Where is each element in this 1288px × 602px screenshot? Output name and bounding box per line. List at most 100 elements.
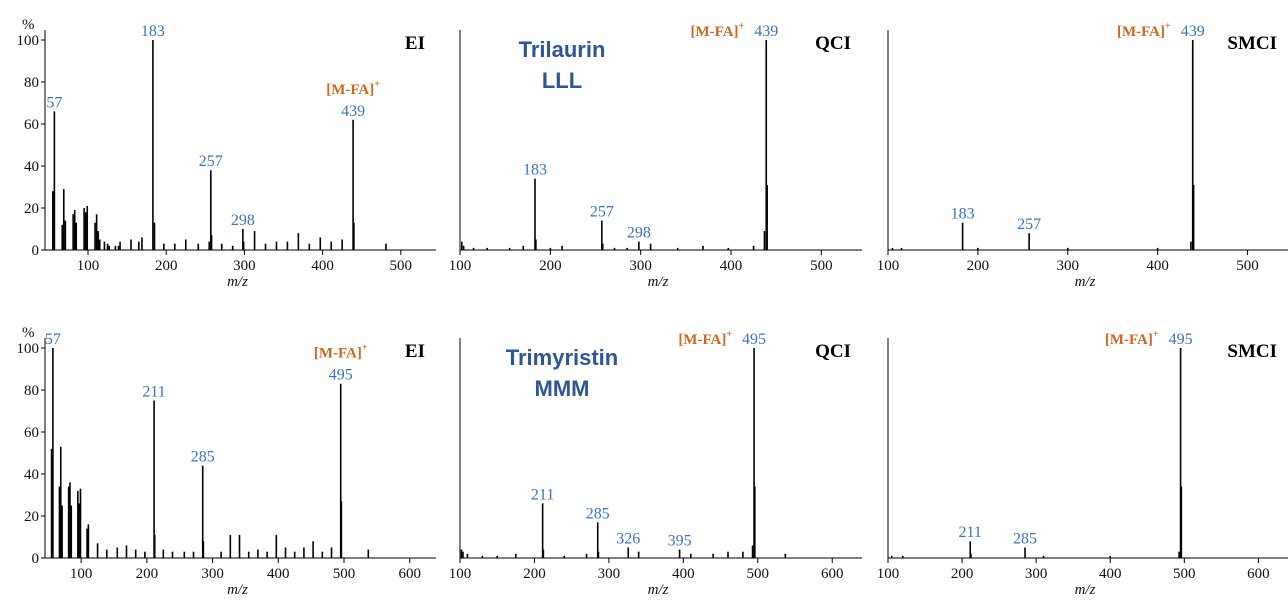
x-tick-label: 500 xyxy=(810,258,833,274)
x-tick-label: 500 xyxy=(1236,258,1259,274)
compound-label: Trilaurin xyxy=(519,37,606,62)
x-tick-label: 100 xyxy=(449,258,472,274)
spectrum-panel-qci-bottom: 100 200 300 400 500 600 m/z QCI 211 285 326 395 495 [… xyxy=(449,329,862,598)
peak-label: 57 xyxy=(45,331,61,348)
x-tick-label: 500 xyxy=(1173,566,1196,582)
y-tick-label: 100 xyxy=(17,33,40,49)
ionization-mode-label: QCI xyxy=(815,341,851,362)
x-tick-label: 100 xyxy=(77,258,100,274)
x-axis-label: m/z xyxy=(227,582,248,598)
y-tick-label: 100 xyxy=(17,341,40,357)
y-tick-label: 80 xyxy=(24,383,39,399)
x-tick-label: 100 xyxy=(449,566,472,582)
y-tick-label: 40 xyxy=(24,467,39,483)
peak-label: 298 xyxy=(627,225,651,242)
spectrum-panel-smci-bottom: 100 200 300 400 500 600 m/z SMCI 211 285 495 [M-FA]… xyxy=(877,329,1288,598)
spectrum-panel-ei-bottom: 100 200 300 400 500 600 0 20 40 60 80 100% m/z EI 57 21… xyxy=(17,325,436,598)
peak-label: 495 xyxy=(742,331,766,348)
x-axis-label: m/z xyxy=(648,582,669,598)
peak-label: 257 xyxy=(1017,216,1041,233)
peak-label: 183 xyxy=(523,162,547,179)
peak-label: 439 xyxy=(1181,23,1205,40)
peak-label: 183 xyxy=(951,206,975,223)
x-tick-label: 100 xyxy=(877,258,900,274)
x-tick-label: 100 xyxy=(70,566,93,582)
x-tick-label: 500 xyxy=(390,258,413,274)
peak-label: 495 xyxy=(1169,331,1193,348)
compound-label: LLL xyxy=(542,68,582,93)
peak-label: 439 xyxy=(341,103,365,120)
ion-label: [M-FA]+ xyxy=(1105,329,1159,348)
y-axis-label: % xyxy=(22,17,35,33)
x-tick-label: 500 xyxy=(333,566,356,582)
peak-label: 326 xyxy=(616,531,640,548)
ion-label: [M-FA]+ xyxy=(678,329,732,348)
x-axis-label: m/z xyxy=(1075,274,1096,290)
ionization-mode-label: EI xyxy=(405,341,425,362)
y-tick-label: 60 xyxy=(24,117,39,133)
x-tick-label: 400 xyxy=(267,566,290,582)
peak-label: 298 xyxy=(231,212,255,229)
x-tick-label: 200 xyxy=(155,258,178,274)
ionization-mode-label: SMCI xyxy=(1227,341,1277,362)
y-tick-label: 80 xyxy=(24,75,39,91)
ion-label: [M-FA]+ xyxy=(326,79,380,98)
x-tick-label: 300 xyxy=(201,566,224,582)
y-tick-label: 60 xyxy=(24,425,39,441)
spectrum-panel-smci-top: 100 200 300 400 500 m/z SMCI 183 257 439 [M-FA]+ xyxy=(877,21,1288,290)
x-tick-label: 300 xyxy=(1057,258,1080,274)
spectrum-panel-ei-top: 100 200 300 400 500 0 20 40 60 80 100% m/z EI 57 183 25… xyxy=(17,17,436,290)
x-tick-label: 100 xyxy=(877,566,900,582)
x-tick-label: 600 xyxy=(1247,566,1270,582)
peak-label: 257 xyxy=(590,204,614,221)
y-tick-label: 20 xyxy=(24,201,39,217)
compound-label: MMM xyxy=(535,376,590,401)
x-tick-label: 600 xyxy=(398,566,421,582)
x-axis-label: m/z xyxy=(648,274,669,290)
y-tick-label: 20 xyxy=(24,509,39,525)
x-axis-label: m/z xyxy=(227,274,248,290)
x-tick-label: 300 xyxy=(598,566,621,582)
x-tick-label: 200 xyxy=(967,258,990,274)
x-tick-label: 400 xyxy=(1146,258,1169,274)
y-tick-label: 0 xyxy=(32,551,40,567)
peak-label: 57 xyxy=(46,94,62,111)
x-tick-label: 200 xyxy=(136,566,159,582)
x-tick-label: 300 xyxy=(233,258,256,274)
peak-label: 211 xyxy=(142,384,165,401)
ionization-mode-label: SMCI xyxy=(1227,33,1277,54)
ion-label: [M-FA]+ xyxy=(314,343,368,362)
y-axis-label: % xyxy=(22,325,35,341)
peak-label: 285 xyxy=(586,505,610,522)
ionization-mode-label: EI xyxy=(405,33,425,54)
x-tick-label: 400 xyxy=(720,258,743,274)
x-tick-label: 400 xyxy=(311,258,334,274)
x-tick-label: 500 xyxy=(747,566,770,582)
ion-label: [M-FA]+ xyxy=(691,21,745,40)
x-tick-label: 400 xyxy=(1099,566,1122,582)
peak-label: 439 xyxy=(754,23,778,40)
peak-label: 211 xyxy=(959,524,982,541)
ion-label: [M-FA]+ xyxy=(1117,21,1171,40)
y-tick-label: 40 xyxy=(24,159,39,175)
ionization-mode-label: QCI xyxy=(815,33,851,54)
spectrum-panel-qci-top: 100 200 300 400 500 m/z QCI 183 257 298 439 [M-FA]+… xyxy=(449,21,862,290)
x-tick-label: 600 xyxy=(821,566,844,582)
peak-label: 183 xyxy=(141,23,165,40)
x-tick-label: 200 xyxy=(523,566,546,582)
peak-label: 285 xyxy=(1013,531,1037,548)
peak-label: 495 xyxy=(329,367,353,384)
peak-label: 395 xyxy=(668,533,692,550)
compound-label: Trimyristin xyxy=(506,345,618,370)
peak-label: 285 xyxy=(191,449,215,466)
y-tick-label: 0 xyxy=(32,243,40,259)
peak-label: 211 xyxy=(531,486,554,503)
x-tick-label: 300 xyxy=(629,258,652,274)
peak-label: 257 xyxy=(199,153,223,170)
x-tick-label: 200 xyxy=(539,258,562,274)
x-axis-label: m/z xyxy=(1075,582,1096,598)
x-tick-label: 400 xyxy=(672,566,695,582)
x-tick-label: 200 xyxy=(951,566,974,582)
x-tick-label: 300 xyxy=(1025,566,1048,582)
